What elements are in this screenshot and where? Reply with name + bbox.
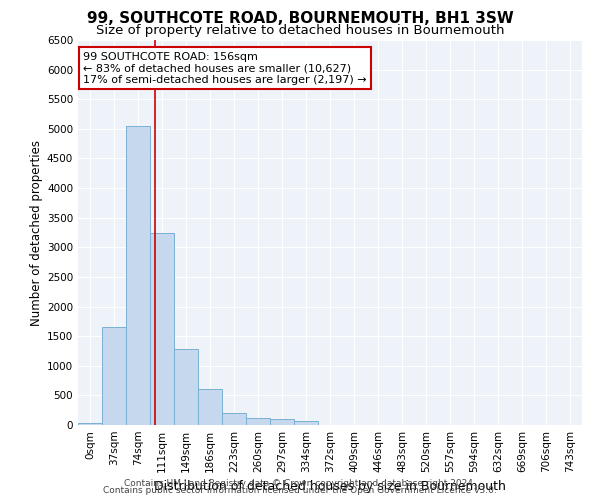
Bar	[294, 422, 318, 425]
Bar	[198, 390, 222, 425]
Bar	[150, 232, 174, 425]
Bar	[102, 328, 126, 425]
Bar	[222, 413, 246, 425]
Text: 99 SOUTHCOTE ROAD: 156sqm
← 83% of detached houses are smaller (10,627)
17% of s: 99 SOUTHCOTE ROAD: 156sqm ← 83% of detac…	[83, 52, 367, 84]
Y-axis label: Number of detached properties: Number of detached properties	[30, 140, 43, 326]
Text: Size of property relative to detached houses in Bournemouth: Size of property relative to detached ho…	[96, 24, 504, 37]
Text: 99, SOUTHCOTE ROAD, BOURNEMOUTH, BH1 3SW: 99, SOUTHCOTE ROAD, BOURNEMOUTH, BH1 3SW	[86, 11, 514, 26]
X-axis label: Distribution of detached houses by size in Bournemouth: Distribution of detached houses by size …	[154, 480, 506, 494]
Text: Contains public sector information licensed under the Open Government Licence v3: Contains public sector information licen…	[103, 486, 497, 495]
Bar	[174, 349, 198, 425]
Bar	[78, 423, 102, 425]
Bar	[270, 419, 294, 425]
Bar	[126, 126, 150, 425]
Bar	[246, 418, 270, 425]
Text: Contains HM Land Registry data © Crown copyright and database right 2024.: Contains HM Land Registry data © Crown c…	[124, 478, 476, 488]
